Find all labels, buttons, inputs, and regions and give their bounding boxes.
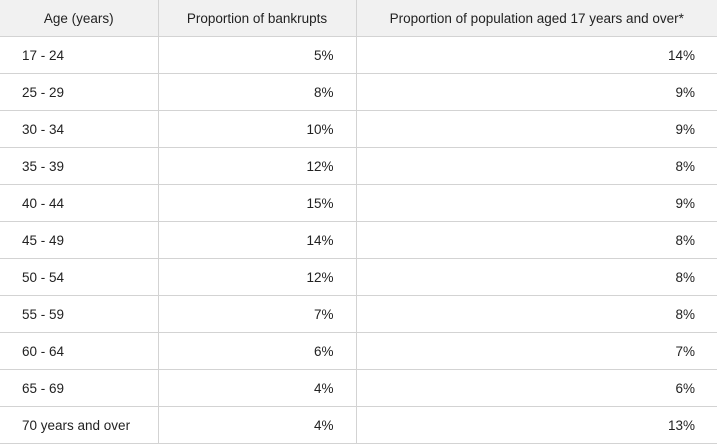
cell-age: 40 - 44: [0, 184, 159, 222]
table-row: 25 - 29 8% 9%: [0, 73, 717, 111]
cell-population: 8%: [355, 221, 717, 259]
header-age: Age (years): [0, 0, 159, 37]
cell-population: 9%: [355, 184, 717, 222]
cell-bankrupts: 15%: [157, 184, 357, 222]
cell-bankrupts: 10%: [157, 110, 357, 148]
table-body: 17 - 24 5% 14% 25 - 29 8% 9% 30 - 34 10%…: [0, 36, 717, 444]
table-row: 70 years and over 4% 13%: [0, 406, 717, 444]
cell-bankrupts: 6%: [157, 332, 357, 370]
table-row: 45 - 49 14% 8%: [0, 221, 717, 259]
cell-population: 8%: [355, 258, 717, 296]
cell-bankrupts: 12%: [157, 147, 357, 185]
cell-population: 7%: [355, 332, 717, 370]
cell-age: 30 - 34: [0, 110, 159, 148]
table-row: 30 - 34 10% 9%: [0, 110, 717, 148]
cell-population: 8%: [355, 147, 717, 185]
cell-population: 6%: [355, 369, 717, 407]
table-row: 50 - 54 12% 8%: [0, 258, 717, 296]
table-row: 65 - 69 4% 6%: [0, 369, 717, 407]
cell-bankrupts: 7%: [157, 295, 357, 333]
cell-population: 9%: [355, 73, 717, 111]
cell-age: 60 - 64: [0, 332, 159, 370]
header-row: Age (years) Proportion of bankrupts Prop…: [0, 0, 717, 37]
table-row: 17 - 24 5% 14%: [0, 36, 717, 74]
cell-bankrupts: 4%: [157, 369, 357, 407]
cell-bankrupts: 4%: [157, 406, 357, 444]
cell-population: 9%: [355, 110, 717, 148]
cell-population: 8%: [355, 295, 717, 333]
cell-age: 65 - 69: [0, 369, 159, 407]
table-header: Age (years) Proportion of bankrupts Prop…: [0, 0, 717, 37]
cell-age: 25 - 29: [0, 73, 159, 111]
table-row: 40 - 44 15% 9%: [0, 184, 717, 222]
cell-bankrupts: 12%: [157, 258, 357, 296]
cell-age: 17 - 24: [0, 36, 159, 74]
cell-age: 70 years and over: [0, 406, 159, 444]
table-row: 35 - 39 12% 8%: [0, 147, 717, 185]
cell-age: 55 - 59: [0, 295, 159, 333]
cell-bankrupts: 5%: [157, 36, 357, 74]
cell-population: 14%: [355, 36, 717, 74]
table-row: 60 - 64 6% 7%: [0, 332, 717, 370]
cell-age: 50 - 54: [0, 258, 159, 296]
table-row: 55 - 59 7% 8%: [0, 295, 717, 333]
cell-bankrupts: 8%: [157, 73, 357, 111]
header-bankrupts: Proportion of bankrupts: [157, 0, 357, 37]
cell-bankrupts: 14%: [157, 221, 357, 259]
cell-age: 35 - 39: [0, 147, 159, 185]
cell-age: 45 - 49: [0, 221, 159, 259]
header-population: Proportion of population aged 17 years a…: [355, 0, 717, 37]
cell-population: 13%: [355, 406, 717, 444]
